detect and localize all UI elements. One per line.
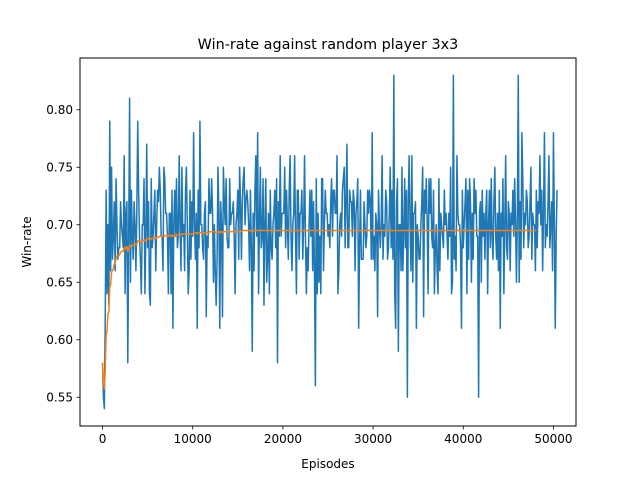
x-tick-label: 0 [99,432,107,446]
y-tick-label: 0.70 [46,218,73,232]
x-tick-label: 10000 [174,432,212,446]
y-axis-label: Win-rate [20,216,34,267]
x-axis-ticks: 0 10000 20000 30000 40000 50000 [99,426,573,446]
x-tick-label: 40000 [444,432,482,446]
axes-frame [79,57,577,427]
y-tick-label: 0.80 [46,103,73,117]
plot-area [101,74,558,410]
x-tick-label: 50000 [534,432,572,446]
x-axis-label: Episodes [301,457,354,471]
x-tick-label: 20000 [264,432,302,446]
y-tick-label: 0.60 [46,333,73,347]
series-line-2 [101,229,537,390]
y-tick-label: 0.65 [46,276,73,290]
series-line-1 [101,74,558,410]
x-tick-label: 30000 [354,432,392,446]
y-axis-ticks: 0.55 0.60 0.65 0.70 0.75 0.80 [46,103,80,405]
y-tick-label: 0.55 [46,391,73,405]
y-tick-label: 0.75 [46,161,73,175]
chart-title: Win-rate against random player 3x3 [198,37,459,53]
